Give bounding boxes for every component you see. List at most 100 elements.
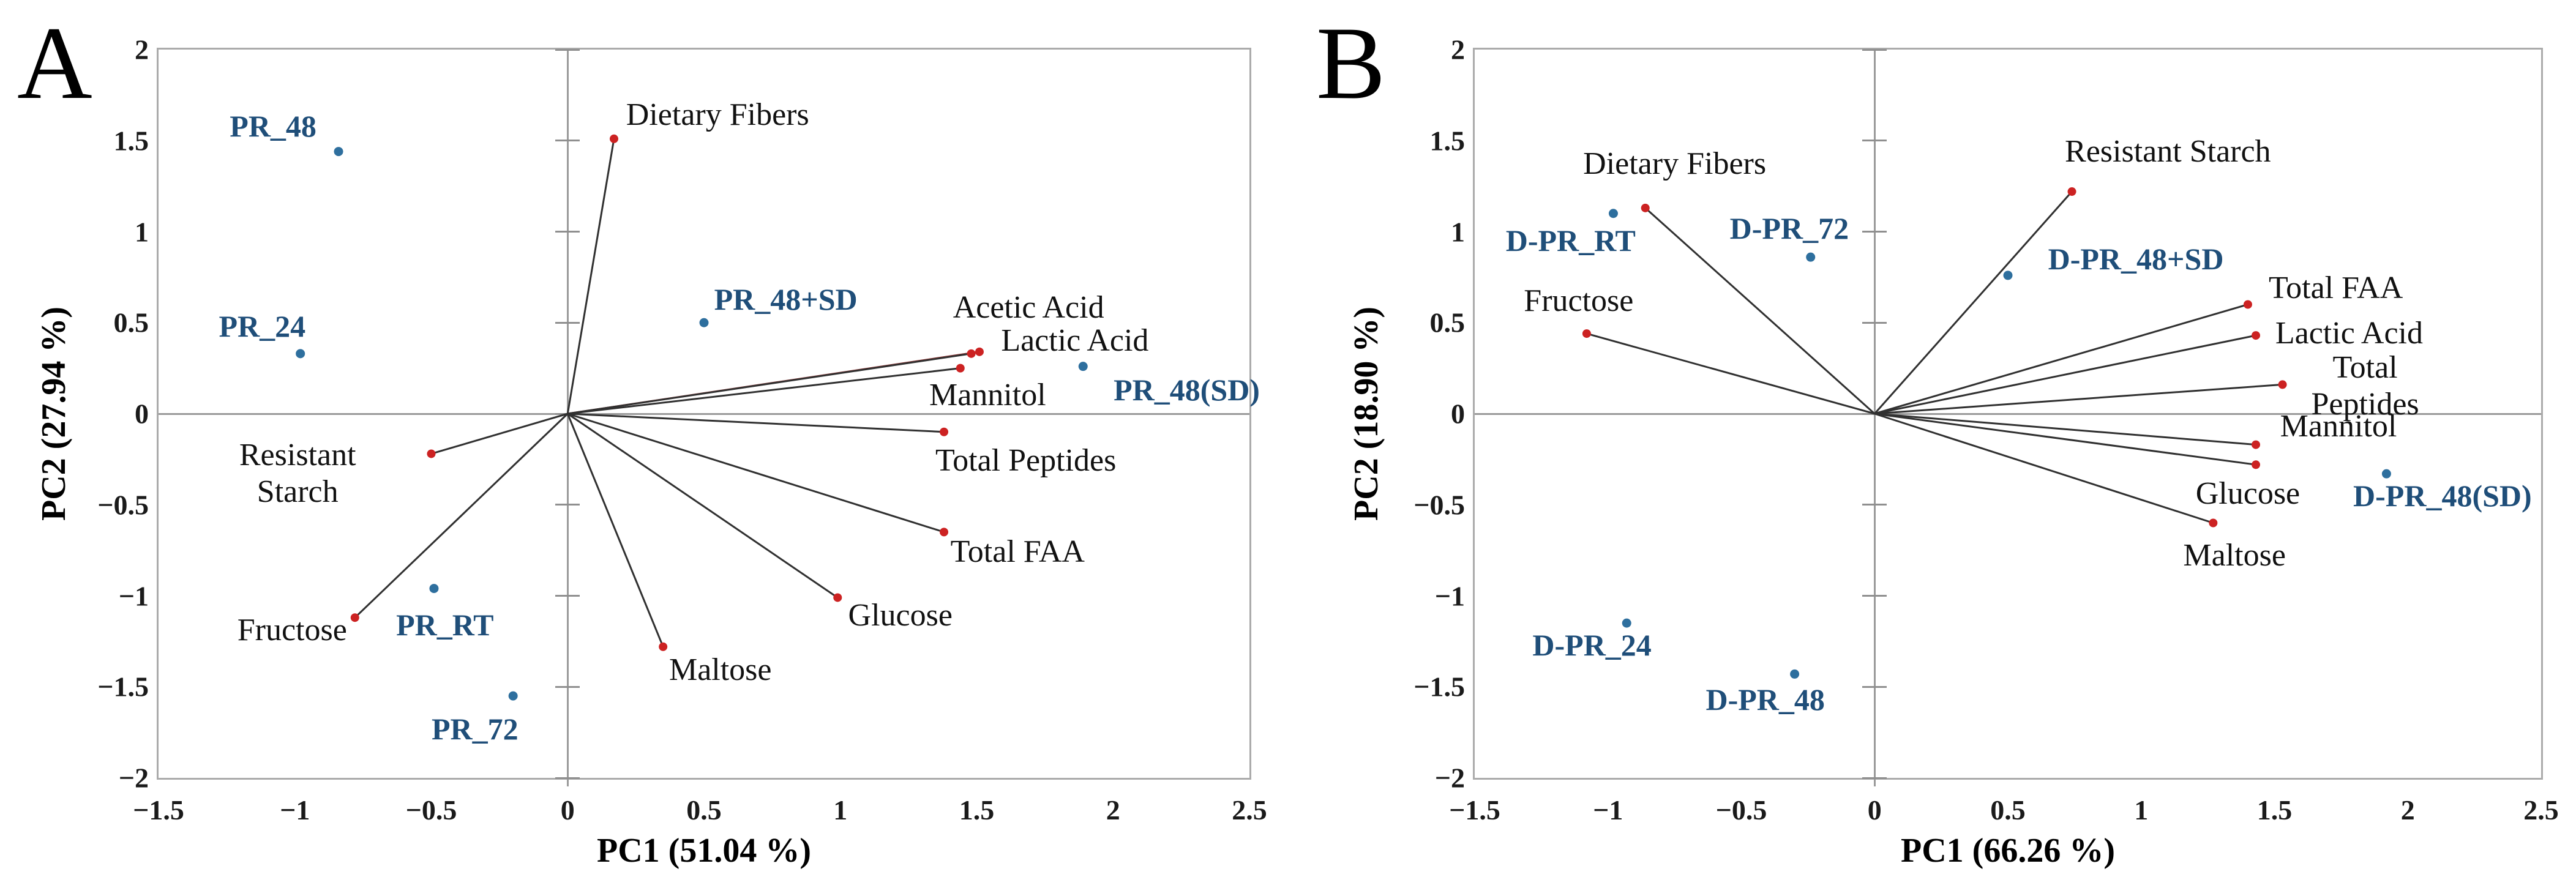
sample-point — [508, 691, 518, 701]
panel-b-y-axis-title: PC2 (18.90 %) — [1347, 307, 1385, 521]
loading-point — [2067, 187, 2076, 196]
y-tick-label: 1.5 — [1429, 125, 1466, 157]
panel-a-x-axis-title: PC1 (51.04 %) — [597, 832, 811, 870]
loading-vector — [566, 413, 664, 647]
y-axis-tick-mark — [1862, 140, 1887, 142]
sample-label: PR_48 — [230, 108, 316, 143]
loading-vector — [1586, 332, 1875, 415]
y-axis-tick-mark — [555, 777, 580, 779]
y-tick-label: −1 — [118, 580, 149, 611]
loading-vector — [566, 138, 615, 414]
sample-label: PR_RT — [396, 608, 494, 643]
y-axis-tick-mark — [555, 48, 580, 51]
y-tick-label: 0 — [1451, 398, 1465, 430]
x-tick-label: 2.5 — [1232, 794, 1267, 826]
panel-b-x-axis-title: PC1 (66.26 %) — [1901, 832, 2115, 870]
loading-label: Mannitol — [929, 378, 1046, 413]
loading-label: Total FAA — [950, 534, 1085, 570]
loading-label: Glucose — [2195, 476, 2301, 511]
y-tick-label: −2 — [118, 762, 149, 794]
sample-label: PR_48+SD — [714, 282, 858, 316]
loading-label: Glucose — [848, 598, 953, 633]
sample-point — [1622, 618, 1631, 628]
loading-point — [956, 364, 965, 373]
loading-point — [2252, 460, 2261, 469]
y-tick-label: −0.5 — [1413, 489, 1465, 521]
x-tick-label: −1.5 — [1449, 794, 1500, 826]
loading-point — [1641, 203, 1650, 212]
loading-label: Maltose — [2183, 538, 2286, 573]
biplot-canvas — [296, 134, 1088, 701]
loading-label: Total Peptides — [2311, 350, 2419, 422]
y-axis-tick-mark — [1862, 48, 1887, 51]
x-tick-label: 2 — [2400, 794, 2415, 826]
loading-vector — [1874, 412, 2256, 466]
loading-vector — [1644, 207, 1876, 415]
loading-label: Fructose — [237, 613, 347, 648]
loading-label: Total FAA — [2269, 270, 2403, 305]
sample-point — [1790, 669, 1800, 679]
x-tick-label: −1 — [1593, 794, 1623, 826]
loading-point — [940, 528, 949, 537]
y-axis-tick-mark — [555, 504, 580, 506]
x-tick-label: 0 — [560, 794, 575, 826]
x-tick-label: 2.5 — [2523, 794, 2559, 826]
y-tick-label: 2 — [135, 34, 149, 65]
y-tick-label: 0.5 — [113, 307, 149, 338]
sample-label: D-PR_24 — [1532, 627, 1652, 662]
loading-point — [2243, 300, 2252, 309]
panel-a-letter: A — [17, 6, 92, 121]
sample-label: D-PR_RT — [1505, 223, 1636, 258]
sample-point — [296, 349, 305, 359]
loading-vector — [1874, 383, 2283, 415]
loading-vector — [431, 412, 568, 455]
x-tick-label: −1.5 — [133, 794, 184, 826]
y-axis-line — [566, 50, 569, 786]
x-tick-label: 2 — [1106, 794, 1120, 826]
sample-point — [1806, 252, 1816, 262]
loading-vector — [1874, 334, 2256, 415]
y-tick-label: 1 — [135, 216, 149, 247]
x-axis-line — [1475, 412, 2541, 415]
sample-point — [334, 147, 343, 157]
sample-point — [1608, 209, 1618, 218]
panel-a-y-axis-title: PC2 (27.94 %) — [35, 307, 73, 521]
panel-b-plot-area: Dietary Fibers Resistant Starch Fructose To… — [1413, 34, 2558, 826]
x-tick-label: 0.5 — [1990, 794, 2026, 826]
loading-point — [833, 593, 842, 602]
loading-label: Maltose — [668, 652, 772, 688]
y-tick-label: −1.5 — [97, 671, 149, 703]
y-axis-tick-mark — [1862, 504, 1887, 506]
loading-vector — [567, 412, 945, 433]
y-axis-tick-mark — [555, 685, 580, 688]
y-axis-tick-mark — [555, 321, 580, 324]
loading-point — [1582, 329, 1591, 338]
x-tick-label: 1 — [2134, 794, 2149, 826]
y-tick-label: −1.5 — [1413, 671, 1465, 703]
sample-point — [1078, 362, 1088, 371]
loading-label: Lactic Acid — [2275, 316, 2423, 351]
y-axis-tick-mark — [555, 140, 580, 142]
y-tick-label: −2 — [1434, 762, 1465, 794]
loading-label: Total Peptides — [935, 443, 1117, 479]
sample-label: D-PR_48 — [1705, 682, 1825, 717]
loading-label: Fructose — [1524, 283, 1634, 318]
loading-label: Lactic Acid — [1001, 323, 1149, 359]
loading-point — [427, 449, 436, 458]
loading-point — [2252, 331, 2261, 340]
x-axis-line — [159, 412, 1249, 415]
loading-point — [350, 613, 359, 622]
loading-vector — [354, 412, 569, 619]
x-tick-label: 0.5 — [686, 794, 722, 826]
x-tick-label: −1 — [280, 794, 310, 826]
loading-point — [975, 347, 984, 356]
sample-label: PR_48(SD) — [1114, 373, 1260, 408]
loading-label: Dietary Fibers — [626, 97, 809, 133]
x-tick-label: −0.5 — [405, 794, 457, 826]
sample-label: D-PR_48(SD) — [2353, 478, 2532, 513]
loading-vector — [1874, 304, 2248, 415]
biplot-canvas — [1582, 187, 2391, 679]
y-axis-tick-mark — [1862, 777, 1887, 779]
x-tick-label: 1.5 — [2256, 794, 2293, 826]
y-axis-line — [1873, 50, 1876, 786]
